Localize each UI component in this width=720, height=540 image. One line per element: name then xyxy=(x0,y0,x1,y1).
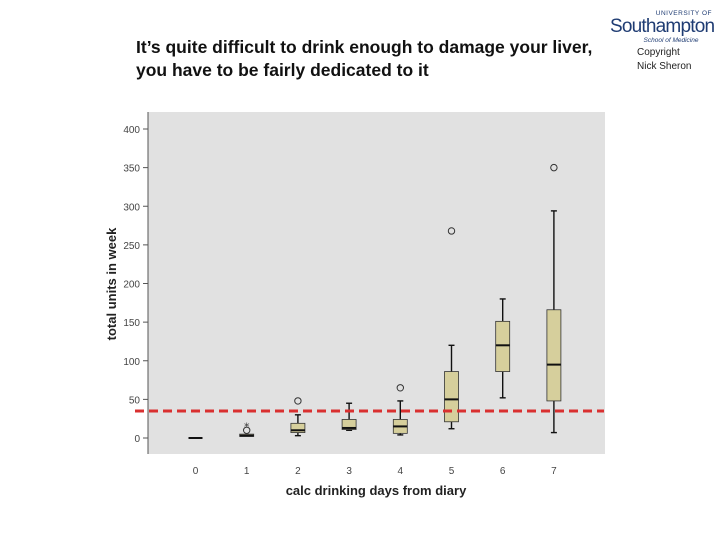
outlier-point xyxy=(396,384,404,392)
box-iqr xyxy=(290,422,306,433)
y-tick-label: 100 xyxy=(123,357,140,368)
copyright-line-1: Copyright xyxy=(637,47,680,58)
copyright-line-2: Nick Sheron xyxy=(637,61,692,72)
box-6 xyxy=(495,298,511,399)
outlier-point xyxy=(550,163,558,172)
y-axis-label: total units in week xyxy=(104,227,119,340)
x-tick-label: 1 xyxy=(244,466,250,477)
y-tick-label: 400 xyxy=(123,125,140,136)
box-iqr xyxy=(444,371,459,423)
x-axis-ticks: 0 1 2 3 4 5 6 7 xyxy=(193,466,557,477)
logo-top-text: UNIVERSITY OF xyxy=(655,10,712,17)
outlier-point xyxy=(243,426,251,434)
y-tick-label: 250 xyxy=(123,241,140,252)
university-logo: UNIVERSITY OF Southampton School of Medi… xyxy=(610,10,715,45)
box-5 xyxy=(444,227,459,430)
box-7 xyxy=(546,163,562,434)
box-iqr xyxy=(341,419,357,430)
box-4 xyxy=(392,384,408,436)
y-axis-ticks: 0 50 100 150 200 250 300 350 400 xyxy=(123,125,148,445)
y-tick-label: 300 xyxy=(123,202,140,213)
logo-main-text: Southampton xyxy=(610,16,715,37)
x-tick-label: 2 xyxy=(295,466,301,477)
box-iqr xyxy=(546,309,562,402)
slide-title-line-1: It’s quite difficult to drink enough to … xyxy=(136,37,593,57)
box-iqr xyxy=(495,320,511,372)
y-tick-label: 200 xyxy=(123,280,140,291)
y-tick-label: 0 xyxy=(134,434,140,445)
extreme-point: * xyxy=(244,420,250,433)
slide-title-line-2: you have to be fairly dedicated to it xyxy=(136,60,429,80)
outlier-point xyxy=(294,397,302,405)
x-tick-label: 6 xyxy=(500,466,506,477)
slide-title: It’s quite difficult to drink enough to … xyxy=(136,36,616,82)
x-tick-label: 5 xyxy=(449,466,455,477)
x-tick-label: 7 xyxy=(551,466,557,477)
plot-background xyxy=(148,112,605,454)
x-tick-label: 3 xyxy=(346,466,352,477)
box-series: * xyxy=(188,163,562,439)
outlier-point xyxy=(447,227,456,235)
logo-sub-text: School of Medicine xyxy=(643,37,699,44)
x-axis-label: calc drinking days from diary xyxy=(286,483,467,498)
x-tick-label: 4 xyxy=(398,466,404,477)
y-tick-label: 150 xyxy=(123,318,140,329)
y-tick-label: 50 xyxy=(129,395,141,406)
copyright-notice: Copyright Nick Sheron xyxy=(637,46,691,74)
x-tick-label: 0 xyxy=(193,466,199,477)
y-tick-label: 350 xyxy=(123,164,140,175)
box-2 xyxy=(290,397,306,437)
box-1: * xyxy=(239,420,255,437)
